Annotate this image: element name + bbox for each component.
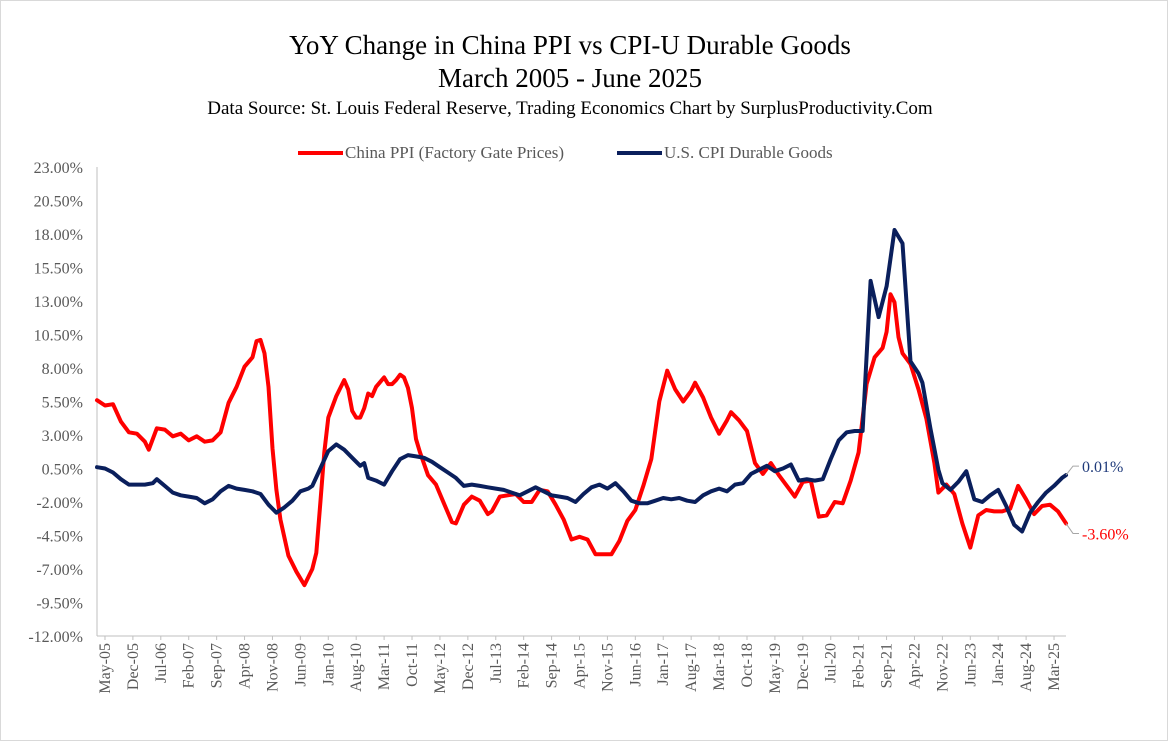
- chart-title: YoY Change in China PPI vs CPI-U Durable…: [289, 30, 851, 60]
- x-tick-label: Aug-24: [1018, 643, 1035, 692]
- x-tick-label: Jan-24: [990, 643, 1007, 686]
- legend-swatch-us-cpi-durable: [617, 151, 662, 155]
- x-tick-label: Jul-06: [153, 643, 170, 683]
- x-tick-label: Aug-10: [348, 643, 365, 692]
- x-tick-label: Dec-12: [460, 643, 477, 690]
- legend-label-china-ppi: China PPI (Factory Gate Prices): [345, 143, 565, 162]
- chart-subtitle: March 2005 - June 2025: [438, 63, 702, 93]
- annotation-label-china-ppi: -3.60%: [1082, 526, 1129, 543]
- x-tick-label: Dec-19: [795, 643, 812, 690]
- x-tick-label: Nov-22: [934, 643, 951, 692]
- chart-source-note: Data Source: St. Louis Federal Reserve, …: [207, 98, 933, 119]
- x-tick-label: Jan-10: [320, 643, 337, 686]
- y-tick-label: 3.00%: [42, 428, 83, 445]
- x-tick-label: Jan-17: [655, 643, 672, 686]
- x-tick-label: Jun-16: [627, 643, 644, 687]
- legend-item-us-cpi-durable: U.S. CPI Durable Goods: [617, 142, 833, 164]
- x-tick-label: Aug-17: [683, 643, 700, 692]
- y-tick-label: -4.50%: [36, 529, 83, 546]
- legend-item-china-ppi: China PPI (Factory Gate Prices): [298, 142, 564, 164]
- y-tick-label: -12.00%: [28, 629, 83, 646]
- y-tick-label: 5.50%: [42, 395, 83, 412]
- y-tick-label: 15.50%: [34, 261, 83, 278]
- x-tick-label: Dec-05: [125, 643, 142, 690]
- y-tick-label: 20.50%: [34, 194, 83, 211]
- y-tick-label: -9.50%: [36, 596, 83, 613]
- y-tick-label: 13.00%: [34, 294, 83, 311]
- x-tick-label: May-12: [432, 643, 449, 694]
- x-tick-label: Jun-23: [962, 643, 979, 687]
- y-tick-label: -2.00%: [36, 495, 83, 512]
- x-tick-label: Mar-11: [376, 643, 393, 690]
- annotation-leader: [1065, 523, 1079, 534]
- x-tick-label: Sep-07: [209, 643, 226, 688]
- legend-swatch-china-ppi: [298, 151, 343, 155]
- annotation-label-us-cpi: 0.01%: [1082, 459, 1123, 476]
- x-tick-label: Oct-18: [739, 643, 756, 687]
- x-tick-label: Sep-14: [544, 643, 561, 688]
- y-tick-label: -7.00%: [36, 562, 83, 579]
- y-tick-label: 8.00%: [42, 361, 83, 378]
- x-tick-label: Nov-15: [599, 643, 616, 692]
- x-tick-label: Feb-21: [851, 643, 868, 688]
- series-line-us-cpi-durable: [95, 228, 1068, 534]
- x-tick-label: Apr-22: [906, 643, 923, 689]
- y-tick-label: 10.50%: [34, 328, 83, 345]
- x-tick-label: Apr-08: [237, 643, 254, 689]
- x-tick-label: Mar-18: [711, 643, 728, 691]
- legend-label-us-cpi-durable: U.S. CPI Durable Goods: [664, 143, 833, 162]
- x-tick-label: May-05: [97, 643, 114, 694]
- series-line-china-ppi: [95, 292, 1068, 588]
- x-tick-label: Feb-07: [181, 643, 198, 688]
- y-tick-label: 0.50%: [42, 462, 83, 479]
- x-tick-label: Nov-08: [264, 643, 281, 692]
- x-tick-label: Jul-20: [823, 643, 840, 683]
- x-tick-label: Feb-14: [516, 643, 533, 688]
- x-tick-label: May-19: [767, 643, 784, 694]
- x-tick-label: Sep-21: [879, 643, 896, 688]
- x-tick-label: Oct-11: [404, 643, 421, 687]
- x-tick-label: Apr-15: [572, 643, 589, 689]
- x-tick-label: Mar-25: [1046, 643, 1063, 691]
- y-tick-label: 18.00%: [34, 227, 83, 244]
- x-tick-label: Jun-09: [292, 643, 309, 687]
- y-tick-label: 23.00%: [34, 160, 83, 177]
- x-tick-label: Jul-13: [488, 643, 505, 683]
- annotation-leader: [1065, 465, 1079, 476]
